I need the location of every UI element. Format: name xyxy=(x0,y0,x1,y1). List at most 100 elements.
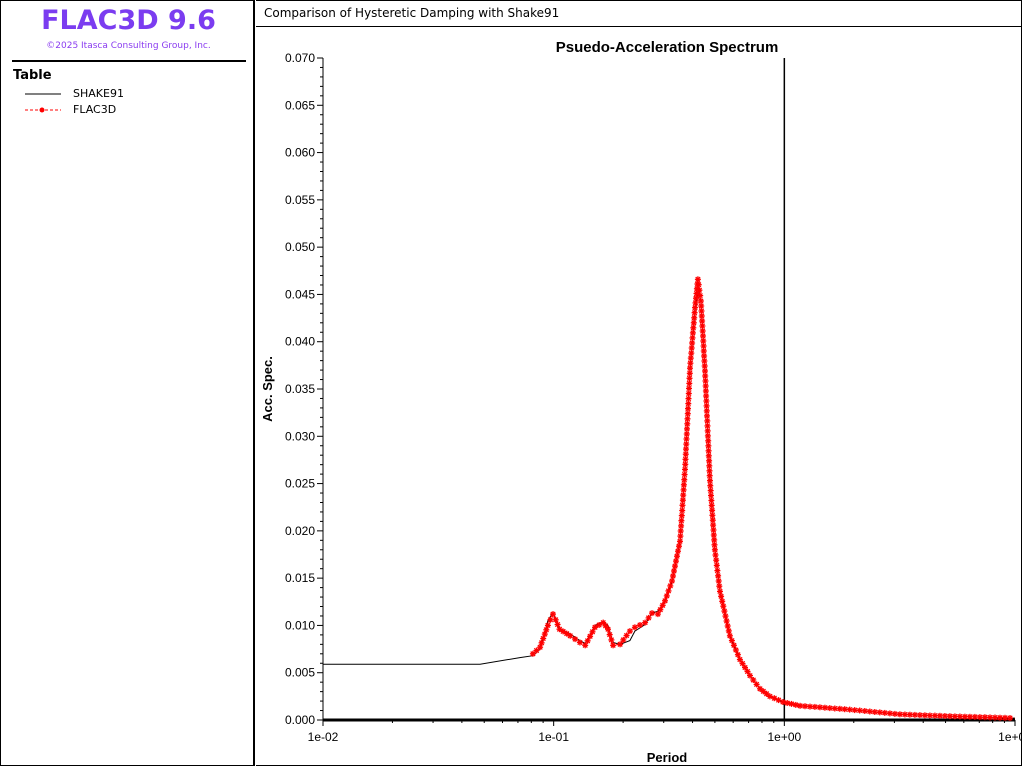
data-point-marker xyxy=(596,622,603,628)
y-axis-label: Acc. Spec. xyxy=(260,356,275,422)
data-point-marker xyxy=(715,578,722,584)
data-point-marker xyxy=(704,412,710,419)
data-point-marker xyxy=(605,626,611,633)
data-point-marker xyxy=(714,567,721,574)
data-point-marker xyxy=(696,287,703,294)
data-point-marker xyxy=(680,486,687,493)
data-point-marker xyxy=(686,380,693,387)
y-tick-label: 0.000 xyxy=(285,713,315,727)
data-point-marker xyxy=(698,303,705,309)
x-tick-label: 1e+01 xyxy=(998,730,1022,744)
data-point-marker xyxy=(702,388,709,394)
data-point-marker xyxy=(682,461,689,468)
y-tick-label: 0.060 xyxy=(285,146,315,160)
data-point-marker xyxy=(670,573,676,579)
brand-logo: FLAC3D 9.6 xyxy=(41,5,216,36)
y-tick-label: 0.035 xyxy=(285,382,315,396)
data-point-marker xyxy=(691,309,698,316)
data-point-marker xyxy=(608,636,615,643)
data-point-marker xyxy=(695,281,702,288)
copyright: ©2025 Itasca Consulting Group, Inc. xyxy=(46,41,211,51)
data-point-marker xyxy=(906,711,913,718)
chart[interactable]: Psuedo-Acceleration Spectrum Period Acc.… xyxy=(256,1,1022,767)
solid-line-icon xyxy=(25,93,61,95)
data-point-marker xyxy=(657,606,664,613)
data-point-marker xyxy=(856,707,863,714)
legend-label: FLAC3D xyxy=(73,103,117,116)
data-point-marker xyxy=(721,608,728,615)
data-point-marker xyxy=(689,329,696,336)
y-tick-label: 0.040 xyxy=(285,335,315,349)
data-point-marker xyxy=(642,619,649,626)
data-point-marker xyxy=(694,276,701,283)
data-point-marker xyxy=(742,664,748,671)
data-point-marker xyxy=(671,568,677,574)
data-point-marker xyxy=(726,632,733,639)
data-point-marker xyxy=(712,552,719,558)
data-point-marker xyxy=(703,393,710,399)
data-point-marker xyxy=(716,583,723,590)
data-point-marker xyxy=(649,610,655,617)
data-point-marker xyxy=(697,292,704,299)
data-point-marker xyxy=(704,422,711,429)
y-tick-label: 0.015 xyxy=(285,571,315,585)
data-point-marker xyxy=(747,672,753,679)
data-point-marker xyxy=(674,553,680,560)
y-tick-label: 0.055 xyxy=(285,193,315,207)
data-point-marker xyxy=(584,637,591,644)
data-point-marker xyxy=(610,642,617,649)
data-point-marker xyxy=(673,558,679,565)
y-tick-label: 0.020 xyxy=(285,524,315,538)
data-point-marker xyxy=(710,527,717,533)
data-point-marker xyxy=(683,436,690,442)
data-point-marker xyxy=(576,639,583,646)
data-point-marker xyxy=(886,710,893,717)
data-point-marker xyxy=(567,632,574,639)
data-point-marker xyxy=(685,395,692,402)
data-point-marker xyxy=(698,308,705,314)
data-point-marker xyxy=(631,624,638,631)
data-point-marker xyxy=(637,622,643,628)
series-line-flac3d xyxy=(532,279,1016,719)
divider xyxy=(256,26,1022,27)
x-tick-label: 1e-02 xyxy=(308,730,339,744)
data-point-marker xyxy=(669,578,675,584)
data-point-marker xyxy=(678,517,685,524)
data-point-marker xyxy=(678,512,685,519)
data-point-marker xyxy=(679,502,686,509)
data-point-marker xyxy=(684,415,691,422)
data-point-marker xyxy=(792,701,799,708)
data-point-marker xyxy=(544,622,551,629)
data-point-marker xyxy=(736,656,743,663)
data-point-marker xyxy=(554,621,561,628)
data-point-marker xyxy=(981,714,988,721)
data-point-marker xyxy=(719,598,726,605)
data-point-marker xyxy=(662,597,668,604)
data-point-marker xyxy=(744,668,751,675)
data-point-marker xyxy=(711,546,718,553)
data-point-marker xyxy=(682,451,689,458)
data-point-marker xyxy=(659,602,666,609)
data-point-marker xyxy=(676,543,682,550)
data-point-marker xyxy=(620,636,627,643)
data-point-marker xyxy=(572,636,579,643)
data-point-marker xyxy=(680,481,687,488)
legend-panel: FLAC3D 9.6 ©2025 Itasca Consulting Group… xyxy=(0,0,255,766)
data-point-marker xyxy=(718,593,725,600)
data-point-marker xyxy=(677,538,683,545)
series-line-shake91 xyxy=(323,291,1016,719)
data-point-marker xyxy=(678,522,685,529)
data-point-marker xyxy=(688,345,695,351)
x-tick-label: 1e+00 xyxy=(767,730,801,744)
data-point-marker xyxy=(702,368,708,374)
y-tick-label: 0.065 xyxy=(285,98,315,112)
data-point-marker xyxy=(971,713,978,720)
data-point-marker xyxy=(679,497,686,504)
data-point-marker xyxy=(717,588,723,595)
dashed-star-line-icon xyxy=(25,107,61,113)
data-point-marker xyxy=(704,432,711,439)
data-point-marker xyxy=(691,314,698,321)
data-point-marker xyxy=(715,572,722,579)
data-point-marker xyxy=(684,410,691,417)
data-point-marker xyxy=(706,457,713,464)
